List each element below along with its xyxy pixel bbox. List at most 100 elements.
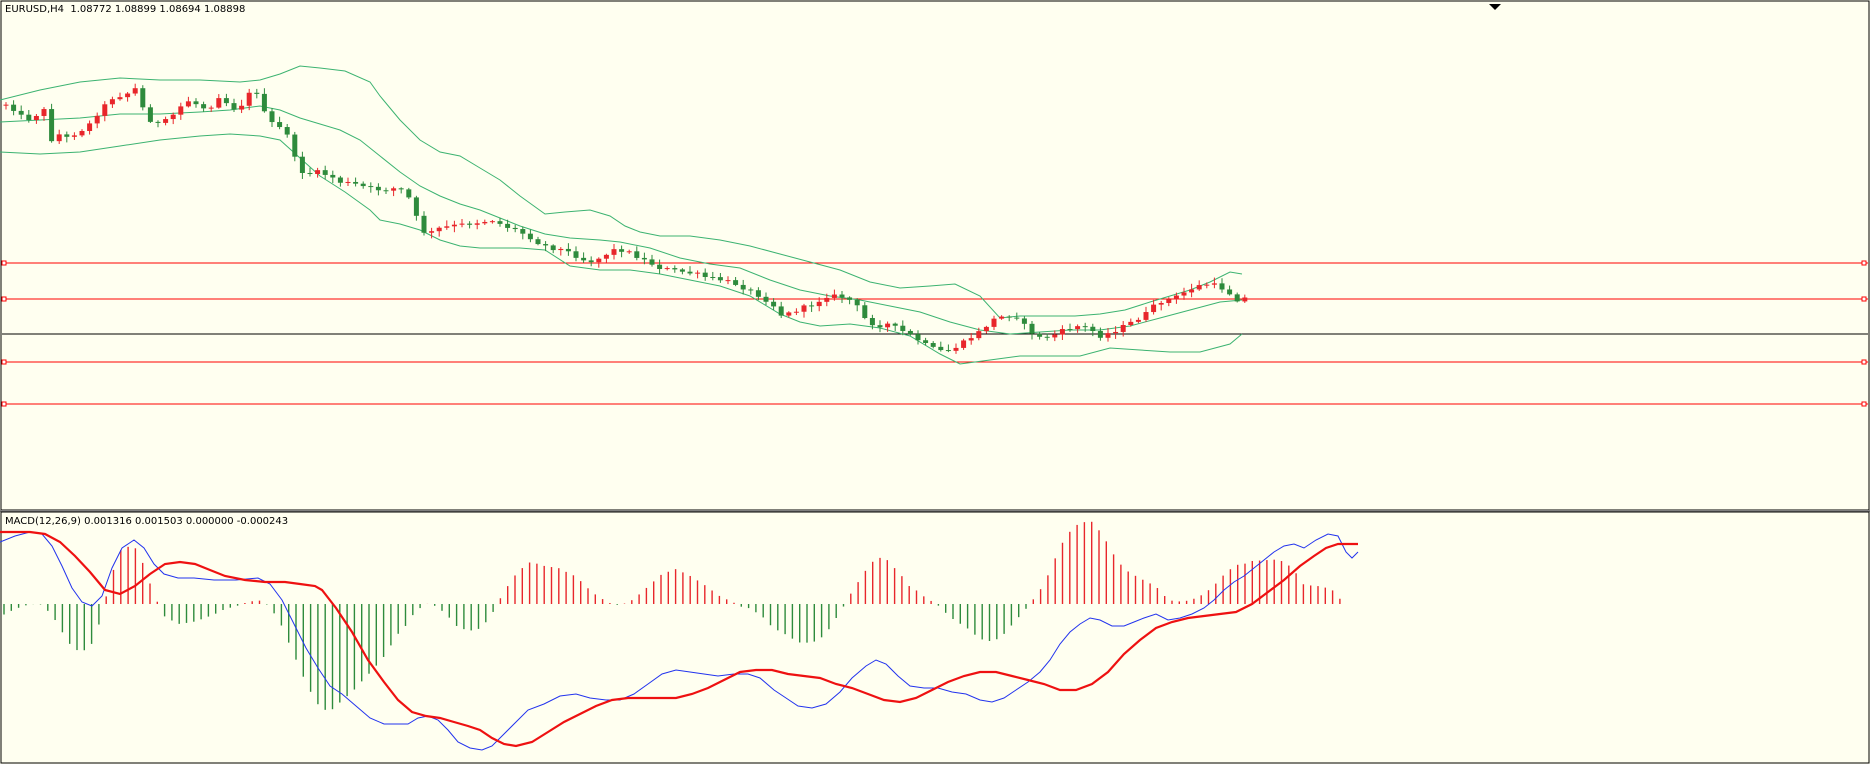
candle-body (991, 318, 997, 327)
candle-body (163, 119, 169, 123)
candle-body (87, 123, 93, 131)
candle-body (413, 197, 419, 216)
candle (900, 320, 906, 336)
candle (474, 219, 480, 230)
candle (3, 102, 9, 110)
candle-body (1173, 295, 1179, 300)
candle-body (41, 109, 47, 116)
candle (1128, 318, 1134, 327)
candle-body (900, 325, 906, 331)
candle-body (565, 248, 571, 252)
candle-body (771, 301, 777, 307)
candle (11, 100, 17, 116)
candle (1006, 315, 1012, 322)
candle-body (968, 338, 974, 341)
candle (907, 329, 913, 336)
macd-header: MACD(12,26,9) 0.001316 0.001503 0.000000… (5, 516, 289, 527)
candle-body (391, 188, 397, 191)
candle-body (360, 183, 366, 187)
candle-body (208, 107, 214, 109)
candle-body (56, 134, 62, 142)
candle (102, 101, 108, 122)
candle-body (1234, 294, 1240, 302)
candle-body (763, 296, 769, 302)
candle-body (809, 305, 815, 307)
candle-body (261, 93, 267, 112)
candle-body (983, 326, 989, 332)
candle-body (649, 259, 655, 265)
candle-body (717, 277, 723, 281)
candle-body (702, 272, 708, 277)
bollinger-lower (0, 133, 1243, 365)
candle (573, 246, 579, 262)
candle (1067, 323, 1073, 332)
candle-body (520, 229, 526, 234)
candle-body (322, 170, 328, 175)
candle-body (892, 323, 898, 326)
candle-body (117, 97, 123, 100)
candle (125, 92, 131, 102)
candle-body (786, 312, 792, 316)
candle-body (953, 347, 959, 351)
candle-body (1006, 316, 1012, 318)
candle (938, 341, 944, 352)
chart-header: EURUSD,H4 1.08772 1.08899 1.08694 1.0889… (5, 4, 246, 15)
candle (18, 105, 24, 120)
candle-body (170, 114, 176, 120)
candle-body (49, 109, 55, 142)
candle-body (1014, 317, 1020, 319)
candle (869, 314, 875, 330)
candle-body (102, 104, 108, 116)
candle (1105, 328, 1111, 342)
candle-body (1242, 297, 1248, 302)
candle (170, 112, 176, 125)
price-layer (0, 65, 1868, 407)
candle-body (831, 294, 837, 298)
candle-body (1196, 285, 1202, 290)
candle-body (109, 99, 115, 105)
candle (581, 252, 587, 263)
candle-body (581, 257, 587, 261)
candle (155, 120, 161, 128)
candle (1082, 322, 1088, 332)
candle (755, 287, 761, 301)
candle-body (930, 343, 936, 347)
candle-body (1204, 284, 1210, 286)
candle (201, 101, 207, 112)
candle-body (923, 340, 929, 344)
candle-body (1105, 333, 1111, 338)
candle (1189, 283, 1195, 298)
level-handle-left-4 (1, 401, 7, 407)
candle (983, 325, 989, 334)
candle-body (885, 323, 891, 328)
candle (1196, 280, 1202, 291)
candle-body (877, 325, 883, 328)
candle (216, 94, 222, 109)
candle-body (527, 233, 533, 240)
candle (49, 103, 55, 143)
candle-body (672, 268, 678, 270)
candle (489, 220, 495, 224)
candle (1204, 282, 1210, 289)
candle (854, 298, 860, 312)
candle (679, 268, 685, 275)
candle (778, 301, 784, 319)
bollinger-upper (0, 65, 1243, 319)
candle (527, 229, 533, 243)
candle (847, 296, 853, 305)
candle (695, 270, 701, 279)
candle-body (839, 294, 845, 298)
candle (1173, 292, 1179, 304)
level-handle-right-1 (1861, 260, 1867, 266)
macd-layer (0, 521, 1359, 751)
candle (436, 226, 442, 237)
candle-body (239, 105, 245, 110)
candle-body (94, 115, 100, 124)
candle-body (1075, 326, 1081, 330)
candle-body (907, 330, 913, 335)
candle (862, 302, 868, 320)
candle-body (619, 249, 625, 252)
candle-body (277, 122, 283, 128)
candle (307, 167, 313, 177)
candle-body (725, 280, 731, 282)
